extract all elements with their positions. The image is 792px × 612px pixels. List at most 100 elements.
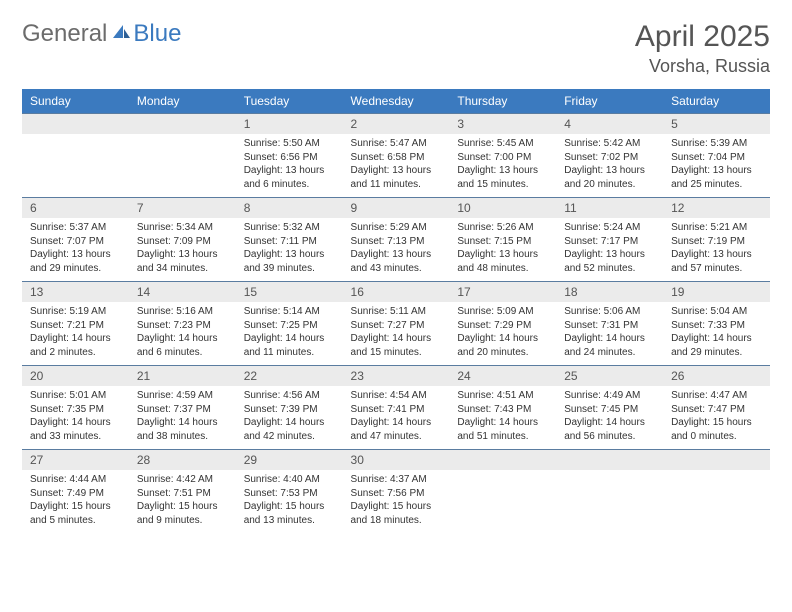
- day-cell: 28Sunrise: 4:42 AMSunset: 7:51 PMDayligh…: [129, 450, 236, 534]
- day-details: Sunrise: 5:42 AMSunset: 7:02 PMDaylight:…: [556, 134, 663, 195]
- day-number: 20: [22, 366, 129, 386]
- day-cell: 21Sunrise: 4:59 AMSunset: 7:37 PMDayligh…: [129, 366, 236, 450]
- day-number: 10: [449, 198, 556, 218]
- col-wednesday: Wednesday: [343, 89, 450, 114]
- day-details: Sunrise: 4:42 AMSunset: 7:51 PMDaylight:…: [129, 470, 236, 531]
- day-details: Sunrise: 5:34 AMSunset: 7:09 PMDaylight:…: [129, 218, 236, 279]
- day-number-empty: [449, 450, 556, 470]
- week-row: 6Sunrise: 5:37 AMSunset: 7:07 PMDaylight…: [22, 198, 770, 282]
- day-number: 15: [236, 282, 343, 302]
- logo: General Blue: [22, 20, 181, 48]
- day-number-empty: [129, 114, 236, 134]
- day-details: Sunrise: 5:47 AMSunset: 6:58 PMDaylight:…: [343, 134, 450, 195]
- title-block: April 2025 Vorsha, Russia: [635, 20, 770, 77]
- day-number: 3: [449, 114, 556, 134]
- week-row: 20Sunrise: 5:01 AMSunset: 7:35 PMDayligh…: [22, 366, 770, 450]
- col-sunday: Sunday: [22, 89, 129, 114]
- day-details: Sunrise: 5:14 AMSunset: 7:25 PMDaylight:…: [236, 302, 343, 363]
- day-cell: 18Sunrise: 5:06 AMSunset: 7:31 PMDayligh…: [556, 282, 663, 366]
- day-number: 6: [22, 198, 129, 218]
- day-cell: 30Sunrise: 4:37 AMSunset: 7:56 PMDayligh…: [343, 450, 450, 534]
- day-number: 22: [236, 366, 343, 386]
- day-number: 26: [663, 366, 770, 386]
- day-details: Sunrise: 5:50 AMSunset: 6:56 PMDaylight:…: [236, 134, 343, 195]
- day-number: 4: [556, 114, 663, 134]
- week-row: 27Sunrise: 4:44 AMSunset: 7:49 PMDayligh…: [22, 450, 770, 534]
- day-number: 30: [343, 450, 450, 470]
- day-number-empty: [22, 114, 129, 134]
- day-cell: 3Sunrise: 5:45 AMSunset: 7:00 PMDaylight…: [449, 114, 556, 198]
- day-number: 5: [663, 114, 770, 134]
- day-details: Sunrise: 5:21 AMSunset: 7:19 PMDaylight:…: [663, 218, 770, 279]
- day-number: 12: [663, 198, 770, 218]
- day-cell: 12Sunrise: 5:21 AMSunset: 7:19 PMDayligh…: [663, 198, 770, 282]
- day-details: Sunrise: 5:32 AMSunset: 7:11 PMDaylight:…: [236, 218, 343, 279]
- day-details: Sunrise: 5:06 AMSunset: 7:31 PMDaylight:…: [556, 302, 663, 363]
- day-cell: 10Sunrise: 5:26 AMSunset: 7:15 PMDayligh…: [449, 198, 556, 282]
- col-monday: Monday: [129, 89, 236, 114]
- day-cell: [663, 450, 770, 534]
- day-number: 11: [556, 198, 663, 218]
- calendar-table: Sunday Monday Tuesday Wednesday Thursday…: [22, 89, 770, 534]
- day-number: 25: [556, 366, 663, 386]
- day-number: 8: [236, 198, 343, 218]
- day-cell: [556, 450, 663, 534]
- week-row: 1Sunrise: 5:50 AMSunset: 6:56 PMDaylight…: [22, 114, 770, 198]
- col-saturday: Saturday: [663, 89, 770, 114]
- header: General Blue April 2025 Vorsha, Russia: [22, 20, 770, 77]
- day-details: Sunrise: 4:54 AMSunset: 7:41 PMDaylight:…: [343, 386, 450, 447]
- day-details: Sunrise: 4:49 AMSunset: 7:45 PMDaylight:…: [556, 386, 663, 447]
- day-details: Sunrise: 5:09 AMSunset: 7:29 PMDaylight:…: [449, 302, 556, 363]
- week-row: 13Sunrise: 5:19 AMSunset: 7:21 PMDayligh…: [22, 282, 770, 366]
- day-details: Sunrise: 5:37 AMSunset: 7:07 PMDaylight:…: [22, 218, 129, 279]
- day-cell: 24Sunrise: 4:51 AMSunset: 7:43 PMDayligh…: [449, 366, 556, 450]
- day-number-empty: [556, 450, 663, 470]
- day-number: 24: [449, 366, 556, 386]
- day-cell: 14Sunrise: 5:16 AMSunset: 7:23 PMDayligh…: [129, 282, 236, 366]
- day-header-row: Sunday Monday Tuesday Wednesday Thursday…: [22, 89, 770, 114]
- day-number-empty: [663, 450, 770, 470]
- day-details: Sunrise: 5:16 AMSunset: 7:23 PMDaylight:…: [129, 302, 236, 363]
- col-friday: Friday: [556, 89, 663, 114]
- day-number: 14: [129, 282, 236, 302]
- day-cell: 8Sunrise: 5:32 AMSunset: 7:11 PMDaylight…: [236, 198, 343, 282]
- day-cell: 6Sunrise: 5:37 AMSunset: 7:07 PMDaylight…: [22, 198, 129, 282]
- day-details: Sunrise: 4:47 AMSunset: 7:47 PMDaylight:…: [663, 386, 770, 447]
- col-tuesday: Tuesday: [236, 89, 343, 114]
- day-cell: 1Sunrise: 5:50 AMSunset: 6:56 PMDaylight…: [236, 114, 343, 198]
- day-number: 18: [556, 282, 663, 302]
- day-number: 17: [449, 282, 556, 302]
- day-number: 16: [343, 282, 450, 302]
- day-details: Sunrise: 4:40 AMSunset: 7:53 PMDaylight:…: [236, 470, 343, 531]
- month-title: April 2025: [635, 20, 770, 54]
- day-cell: [129, 114, 236, 198]
- day-details: Sunrise: 5:01 AMSunset: 7:35 PMDaylight:…: [22, 386, 129, 447]
- day-details: Sunrise: 5:04 AMSunset: 7:33 PMDaylight:…: [663, 302, 770, 363]
- logo-text-blue: Blue: [133, 20, 181, 48]
- day-details: Sunrise: 5:29 AMSunset: 7:13 PMDaylight:…: [343, 218, 450, 279]
- day-cell: 29Sunrise: 4:40 AMSunset: 7:53 PMDayligh…: [236, 450, 343, 534]
- day-cell: 2Sunrise: 5:47 AMSunset: 6:58 PMDaylight…: [343, 114, 450, 198]
- day-cell: 4Sunrise: 5:42 AMSunset: 7:02 PMDaylight…: [556, 114, 663, 198]
- day-cell: 11Sunrise: 5:24 AMSunset: 7:17 PMDayligh…: [556, 198, 663, 282]
- day-details: Sunrise: 5:19 AMSunset: 7:21 PMDaylight:…: [22, 302, 129, 363]
- day-cell: 25Sunrise: 4:49 AMSunset: 7:45 PMDayligh…: [556, 366, 663, 450]
- day-number: 13: [22, 282, 129, 302]
- day-cell: 15Sunrise: 5:14 AMSunset: 7:25 PMDayligh…: [236, 282, 343, 366]
- day-details: Sunrise: 4:56 AMSunset: 7:39 PMDaylight:…: [236, 386, 343, 447]
- day-cell: 16Sunrise: 5:11 AMSunset: 7:27 PMDayligh…: [343, 282, 450, 366]
- logo-sail-icon: [111, 23, 131, 46]
- day-cell: 7Sunrise: 5:34 AMSunset: 7:09 PMDaylight…: [129, 198, 236, 282]
- day-cell: 22Sunrise: 4:56 AMSunset: 7:39 PMDayligh…: [236, 366, 343, 450]
- day-number: 2: [343, 114, 450, 134]
- day-cell: 19Sunrise: 5:04 AMSunset: 7:33 PMDayligh…: [663, 282, 770, 366]
- day-details: Sunrise: 4:44 AMSunset: 7:49 PMDaylight:…: [22, 470, 129, 531]
- day-details: Sunrise: 4:37 AMSunset: 7:56 PMDaylight:…: [343, 470, 450, 531]
- day-details: Sunrise: 5:45 AMSunset: 7:00 PMDaylight:…: [449, 134, 556, 195]
- day-number: 29: [236, 450, 343, 470]
- day-cell: 5Sunrise: 5:39 AMSunset: 7:04 PMDaylight…: [663, 114, 770, 198]
- day-number: 27: [22, 450, 129, 470]
- day-number: 19: [663, 282, 770, 302]
- col-thursday: Thursday: [449, 89, 556, 114]
- day-number: 21: [129, 366, 236, 386]
